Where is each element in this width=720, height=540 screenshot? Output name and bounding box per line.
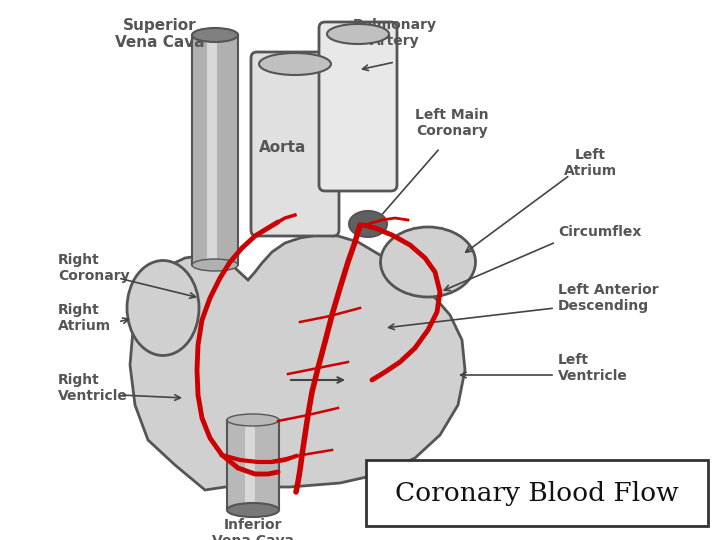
FancyBboxPatch shape	[319, 22, 397, 191]
Ellipse shape	[327, 24, 389, 44]
Text: Pulmonary
Artery: Pulmonary Artery	[353, 18, 437, 48]
Bar	[245, 420, 255, 510]
Ellipse shape	[192, 28, 238, 42]
Bar	[227, 420, 279, 510]
Ellipse shape	[192, 259, 238, 271]
FancyBboxPatch shape	[366, 460, 708, 526]
Ellipse shape	[380, 227, 475, 297]
Text: Left Main
Coronary: Left Main Coronary	[415, 108, 489, 138]
Ellipse shape	[227, 414, 279, 426]
Bar	[192, 35, 238, 265]
Text: Coronary Blood Flow: Coronary Blood Flow	[395, 481, 679, 505]
Text: Aorta: Aorta	[259, 140, 307, 156]
Text: Left
Ventricle: Left Ventricle	[558, 353, 628, 383]
Text: Right
Ventricle: Right Ventricle	[58, 373, 128, 403]
Text: Inferior
Vena Cava: Inferior Vena Cava	[212, 518, 294, 540]
Text: Left Anterior
Descending: Left Anterior Descending	[558, 283, 659, 313]
Polygon shape	[130, 235, 465, 490]
FancyBboxPatch shape	[251, 52, 339, 236]
Text: Superior
Vena Cava: Superior Vena Cava	[115, 18, 204, 50]
Ellipse shape	[349, 211, 387, 237]
Text: Right
Coronary: Right Coronary	[58, 253, 130, 283]
Bar	[207, 35, 217, 265]
Text: Left
Atrium: Left Atrium	[564, 148, 616, 178]
Text: Circumflex: Circumflex	[558, 225, 642, 239]
Ellipse shape	[259, 53, 331, 75]
Ellipse shape	[227, 503, 279, 517]
Text: Right
Atrium: Right Atrium	[58, 303, 111, 333]
Ellipse shape	[127, 260, 199, 355]
